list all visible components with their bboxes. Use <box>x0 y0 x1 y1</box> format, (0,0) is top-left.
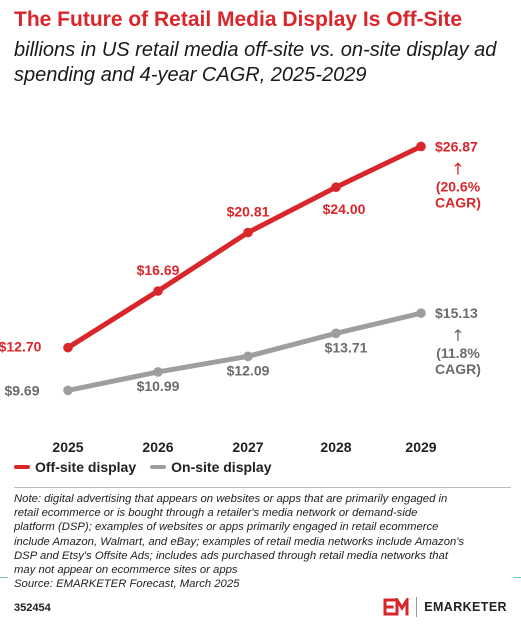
legend-item-off-site: Off-site display <box>14 459 136 475</box>
note-line: DSP and Etsy's Offsite Ads; includes ads… <box>14 549 448 562</box>
data-point-off-site <box>331 182 341 192</box>
data-label-off-site: $20.81 <box>227 203 270 219</box>
legend: Off-site display On-site display <box>14 458 286 476</box>
cagr-label-on-site: (11.8% <box>436 345 480 361</box>
brand-logo: EMARKETER <box>383 597 507 617</box>
edge-mark-right <box>513 577 521 578</box>
note-line: retail ecommerce or is bought through a … <box>14 507 418 520</box>
data-label-on-site: $13.71 <box>325 339 368 355</box>
chart-id: 352454 <box>14 602 51 614</box>
x-tick-label: 2026 <box>142 439 173 455</box>
chart-subtitle: billions in US retail media off-site vs.… <box>14 39 497 86</box>
legend-item-on-site: On-site display <box>150 459 272 475</box>
data-label-off-site: $26.87 <box>435 138 478 154</box>
data-point-off-site <box>416 141 426 152</box>
data-point-on-site <box>416 308 426 318</box>
data-point-on-site <box>331 328 341 339</box>
x-tick-label: 2025 <box>52 439 83 455</box>
data-label-off-site: $12.70 <box>0 339 42 355</box>
note-divider <box>14 487 511 488</box>
cagr-label-off-site: CAGR) <box>435 194 481 210</box>
data-label-on-site: $12.09 <box>227 362 270 378</box>
em-logo-icon <box>383 598 409 616</box>
line-chart: 2025 2026 2027 2028 2029 $12.70 $16.69 $20.81 $2… <box>0 138 481 455</box>
legend-swatch-on-site <box>150 465 167 469</box>
chart-title: The Future of Retail Media Display Is Of… <box>14 8 463 31</box>
cagr-arrow-off-site: ↑ <box>451 159 464 178</box>
note-line: may not appear on ecommerce sites or app… <box>14 564 238 577</box>
data-label-on-site: $10.99 <box>137 378 180 394</box>
series-line-off-site <box>65 143 424 351</box>
legend-label-off-site: Off-site display <box>35 459 137 475</box>
data-point-off-site <box>153 286 163 296</box>
data-point-off-site <box>243 227 253 238</box>
legend-swatch-off-site <box>14 465 30 469</box>
chart-source: Source: EMARKETER Forecast, March 2025 <box>14 578 240 591</box>
chart-note: Note: digital advertising that appears o… <box>14 492 517 591</box>
data-point-on-site <box>63 385 73 396</box>
data-point-on-site <box>243 351 253 362</box>
data-label-off-site: $16.69 <box>137 262 180 278</box>
note-line: include Amazon, Walmart, and eBay; examp… <box>14 535 465 548</box>
edge-mark-left <box>0 577 8 578</box>
x-tick-label: 2027 <box>232 439 263 455</box>
data-label-off-site: $24.00 <box>323 201 366 217</box>
data-label-on-site: $9.69 <box>4 382 39 398</box>
note-line: Note: digital advertising that appears o… <box>14 493 448 505</box>
data-point-off-site <box>63 342 73 353</box>
x-tick-label: 2029 <box>405 439 436 455</box>
series-line-on-site <box>65 310 424 393</box>
cagr-arrow-on-site: ↑ <box>451 326 464 345</box>
legend-label-on-site: On-site display <box>171 459 272 475</box>
x-tick-label: 2028 <box>320 439 351 455</box>
data-point-on-site <box>153 367 163 377</box>
cagr-label-on-site: CAGR) <box>435 361 481 377</box>
note-line: platform (DSP); examples of websites or … <box>14 521 439 534</box>
brand-name: EMARKETER <box>424 600 507 614</box>
brand-divider <box>416 597 418 617</box>
cagr-label-off-site: (20.6% <box>436 178 481 194</box>
data-label-on-site: $15.13 <box>435 305 478 321</box>
